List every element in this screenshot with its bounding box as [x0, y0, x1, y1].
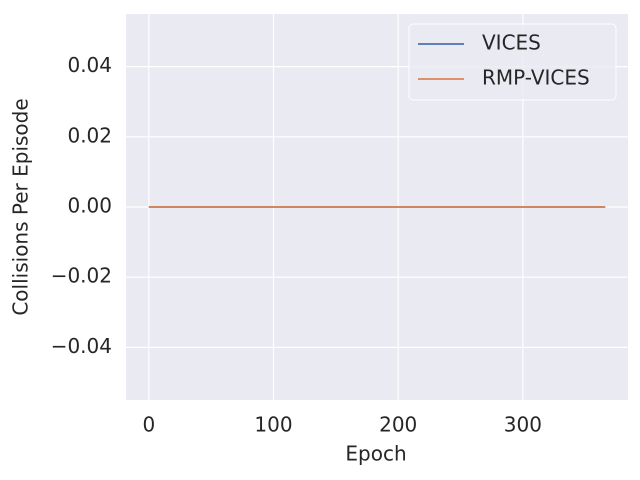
y-tick-label: 0.04 [67, 53, 112, 77]
x-tick-label: 300 [504, 413, 542, 437]
x-tick-label: 200 [379, 413, 417, 437]
x-tick-label: 100 [254, 413, 292, 437]
y-tick-label: 0.00 [67, 194, 112, 218]
y-tick-label: −0.04 [51, 334, 112, 358]
y-tick-label: 0.02 [67, 123, 112, 147]
legend-label: VICES [482, 31, 541, 55]
legend-box [408, 23, 617, 101]
legend-label: RMP-VICES [482, 66, 590, 90]
x-tick-label: 0 [142, 413, 155, 437]
x-axis-label: Epoch [345, 442, 406, 466]
y-axis-label: Collisions Per Episode [9, 98, 33, 315]
y-tick-label: −0.02 [51, 264, 112, 288]
